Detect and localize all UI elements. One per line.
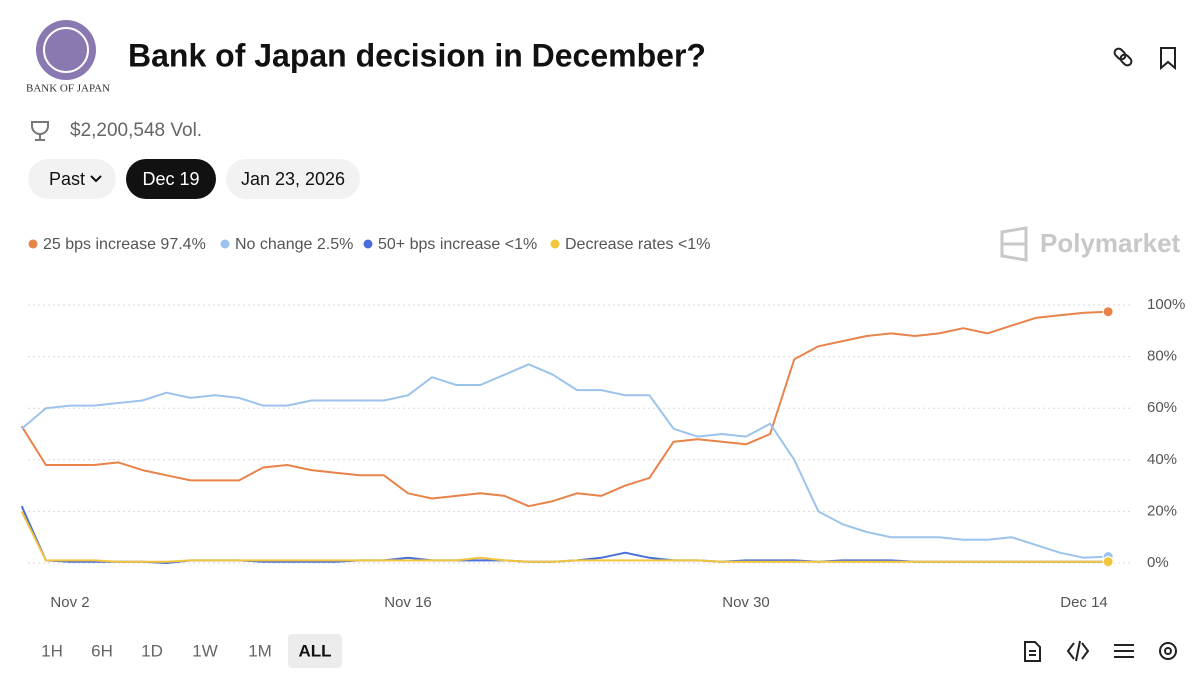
legend-dot xyxy=(363,239,373,249)
legend-label: 25 bps increase 97.4% xyxy=(43,236,206,253)
range-button[interactable]: 6H xyxy=(91,641,113,660)
end-dot xyxy=(1102,306,1114,318)
legend-value: 97.4% xyxy=(160,236,205,253)
legend-dot xyxy=(28,239,38,249)
bottom-icons[interactable] xyxy=(1024,640,1177,662)
tab[interactable]: Past xyxy=(49,169,85,189)
y-tick-label: 100% xyxy=(1147,296,1185,313)
y-tick-label: 0% xyxy=(1147,554,1169,571)
volume: $2,200,548 Vol. xyxy=(70,120,202,141)
range-bg xyxy=(288,634,342,668)
trophy-icon xyxy=(31,121,49,141)
chevron xyxy=(90,175,102,183)
y-tick-label: 20% xyxy=(1147,502,1177,519)
y-tick-label: 40% xyxy=(1147,451,1177,468)
series-line xyxy=(20,510,1109,563)
x-tick-label: Nov 16 xyxy=(384,594,432,611)
logo-text: Bank of Japan xyxy=(26,83,110,95)
x-tick-label: Nov 30 xyxy=(722,594,770,611)
legend-value: <1% xyxy=(505,236,537,253)
watermark-icon xyxy=(1000,226,1028,262)
range-button[interactable]: 1H xyxy=(41,641,63,660)
tab[interactable]: Jan 23, 2026 xyxy=(241,169,345,189)
y-tick-label: 60% xyxy=(1147,399,1177,416)
legend-label: No change 2.5% xyxy=(235,236,353,253)
legend-label: Decrease rates <1% xyxy=(565,236,710,253)
legend-dot xyxy=(550,239,560,249)
link-icon[interactable] xyxy=(1113,47,1133,67)
legend-label: 50+ bps increase <1% xyxy=(378,236,537,253)
end-dot xyxy=(1102,556,1114,568)
legend-value: <1% xyxy=(678,236,710,253)
legend-value: 2.5% xyxy=(317,236,353,253)
x-tick-label: Dec 14 xyxy=(1060,594,1108,611)
range-button[interactable]: 1W xyxy=(192,641,218,660)
logo-ring xyxy=(43,27,89,73)
legend-dot xyxy=(220,239,230,249)
legend-name: 50+ bps increase xyxy=(378,236,500,253)
watermark: Polymarket xyxy=(1040,228,1181,258)
range-button[interactable]: 1D xyxy=(141,641,163,660)
y-tick-label: 80% xyxy=(1147,348,1177,365)
legend-name: 25 bps increase xyxy=(43,236,156,253)
tab-bg[interactable] xyxy=(226,159,360,199)
x-tick-label: Nov 2 xyxy=(50,594,89,611)
range-button[interactable]: 1M xyxy=(248,641,272,660)
series-line xyxy=(20,310,1109,508)
series-line xyxy=(20,505,1109,564)
legend-name: Decrease rates xyxy=(565,236,674,253)
tab-bg[interactable] xyxy=(126,159,216,199)
tab[interactable]: Dec 19 xyxy=(142,169,199,189)
bookmark-icon[interactable] xyxy=(1160,47,1176,71)
series-line xyxy=(21,363,1109,559)
tab-bg[interactable] xyxy=(28,159,116,199)
title: Bank of Japan decision in December? xyxy=(128,37,706,73)
range-button[interactable]: ALL xyxy=(298,641,331,660)
legend-name: No change xyxy=(235,236,312,253)
